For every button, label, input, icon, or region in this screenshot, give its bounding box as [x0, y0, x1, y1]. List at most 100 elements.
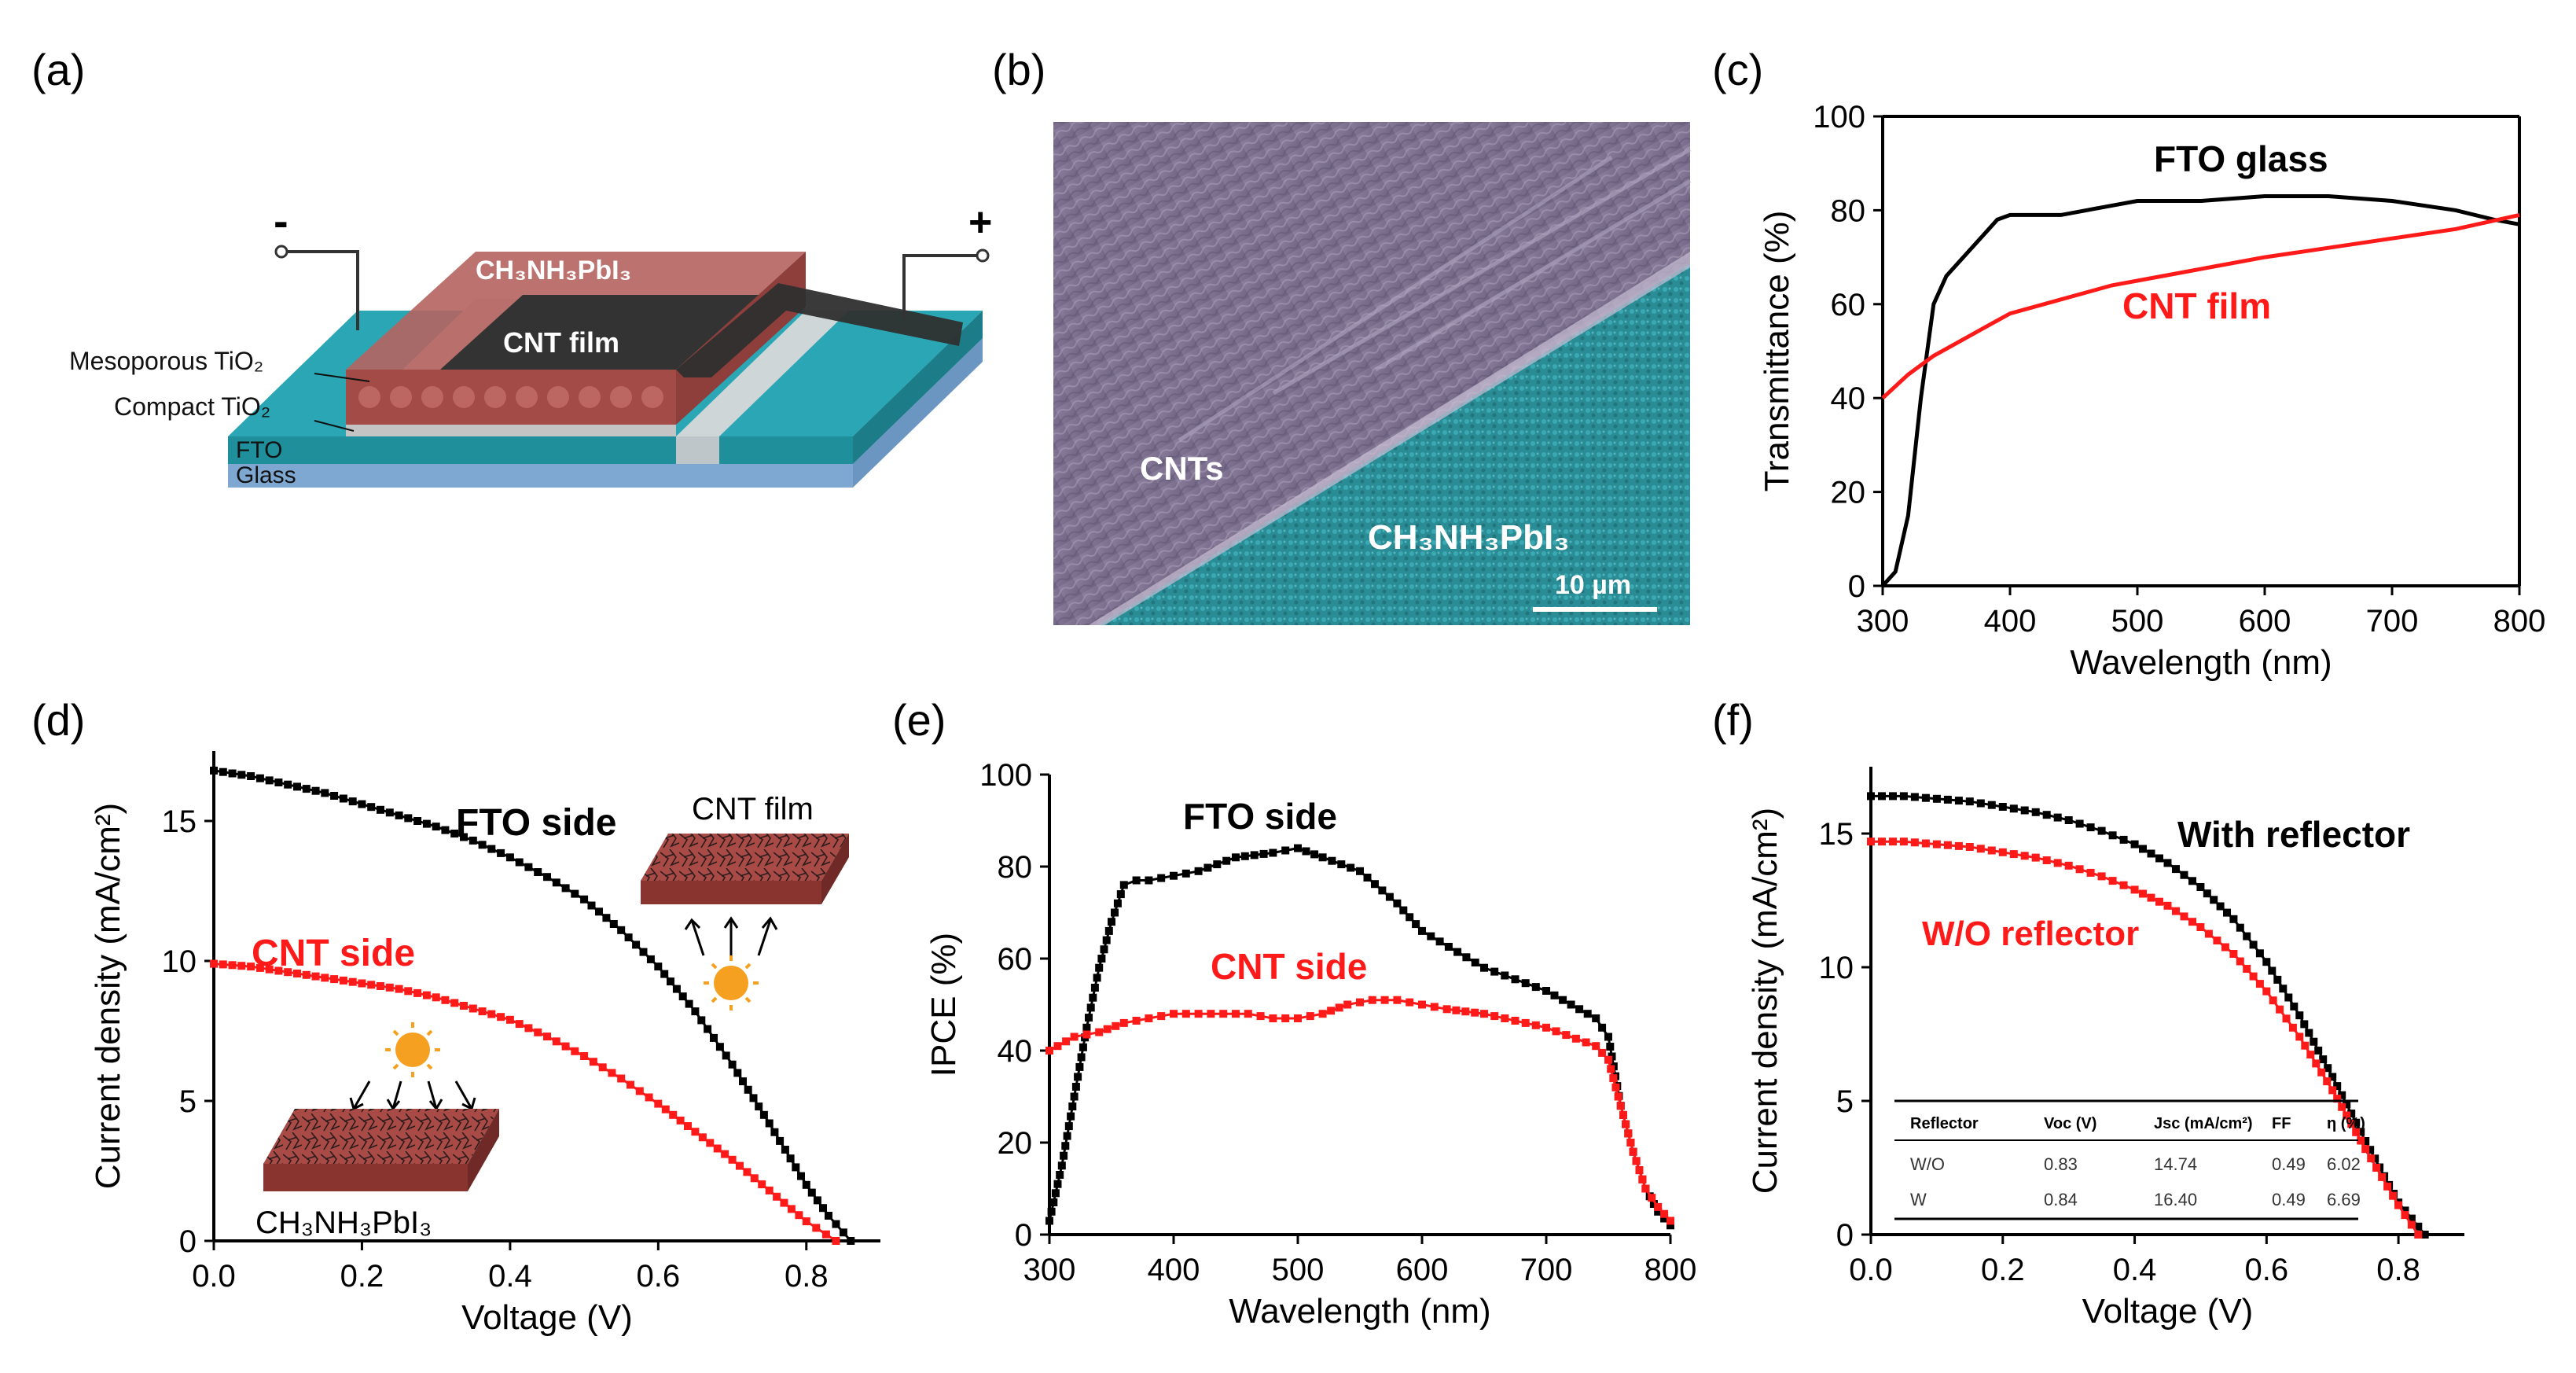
y-tick-label: 15 — [1819, 817, 1854, 852]
table-header: FF — [2272, 1115, 2291, 1132]
data-point — [2249, 972, 2258, 981]
data-point — [1318, 853, 1327, 862]
table-cell: 0.84 — [2044, 1190, 2078, 1209]
chart-ipce: 300 400 500 600 700 800 0 20 40 60 80 100 Wavelength… — [924, 758, 1696, 1331]
data-point — [698, 1133, 707, 1142]
data-point — [1232, 853, 1240, 862]
data-point — [2053, 859, 2062, 867]
data-point — [2394, 1201, 2403, 1209]
data-point — [2020, 806, 2029, 815]
data-point — [1335, 1003, 1343, 1012]
data-point — [395, 985, 403, 993]
data-point — [2042, 811, 2051, 819]
data-point — [1418, 1000, 1426, 1009]
data-point — [1490, 1012, 1499, 1021]
data-point — [1453, 948, 1462, 956]
data-point — [1406, 913, 1414, 922]
jv-parameter-table: Reflector Voc (V) Jsc (mA/cm²) FF η (%) W/O 0.… — [1894, 1099, 2365, 1220]
data-point — [210, 766, 218, 775]
data-point — [1119, 881, 1128, 889]
data-point — [1635, 1166, 1644, 1175]
data-point — [1343, 1000, 1352, 1009]
data-point — [807, 1188, 816, 1197]
data-point — [676, 1116, 685, 1125]
data-point — [1250, 851, 1259, 860]
data-point — [2361, 1145, 2370, 1154]
data-point — [1666, 1217, 1674, 1225]
data-point — [2333, 1082, 2342, 1091]
legend-label: CNT film — [2122, 285, 2271, 326]
data-point — [2172, 907, 2180, 915]
data-point — [2216, 902, 2225, 911]
data-point — [598, 1063, 607, 1072]
data-point — [265, 965, 274, 974]
data-point — [1045, 1217, 1053, 1225]
data-point — [781, 1146, 789, 1154]
data-point — [2361, 1137, 2370, 1145]
data-point — [302, 785, 311, 793]
table-cell: 0.83 — [2044, 1154, 2078, 1174]
data-point — [2407, 1214, 2416, 1223]
data-point — [1269, 1014, 1277, 1022]
data-point — [755, 1102, 763, 1111]
x-tick-label: 0.8 — [785, 1259, 829, 1294]
data-point — [1068, 1102, 1077, 1110]
data-point — [1943, 795, 1952, 804]
data-point — [1571, 1034, 1580, 1043]
series-markers — [1045, 844, 1674, 1230]
x-tick-label: 500 — [1272, 1253, 1325, 1287]
data-point — [2213, 937, 2221, 944]
data-point — [237, 771, 246, 779]
data-point — [1418, 926, 1426, 935]
data-point — [1943, 841, 1952, 849]
panel-label-d: (d) — [31, 695, 85, 745]
data-point — [255, 963, 264, 972]
data-point — [1132, 876, 1141, 885]
data-point — [1899, 837, 1908, 846]
cnts-label: CNTs — [1140, 450, 1224, 487]
data-point — [2300, 1020, 2309, 1029]
data-point — [505, 1015, 514, 1024]
data-point — [2414, 1231, 2423, 1239]
fto-label: FTO — [236, 437, 282, 463]
series-line — [1881, 212, 2520, 400]
data-point — [1998, 803, 2007, 811]
data-point — [1053, 1180, 1062, 1188]
data-point — [1207, 1010, 1215, 1018]
data-point — [1071, 1083, 1080, 1091]
data-point — [787, 1205, 796, 1213]
data-point — [2188, 877, 2196, 885]
data-point — [311, 972, 320, 981]
panel-label-a: (a) — [31, 45, 85, 94]
data-point — [1112, 1021, 1120, 1030]
data-point — [1145, 1014, 1153, 1022]
data-point — [2009, 804, 2018, 813]
data-point — [1356, 867, 1364, 875]
table-cell: W/O — [1910, 1154, 1945, 1174]
data-point — [654, 1099, 663, 1108]
data-point — [728, 1155, 737, 1164]
cnt-film-inset: CNT film — [641, 792, 849, 1010]
data-point — [330, 792, 339, 800]
data-point — [1542, 987, 1550, 995]
plus-sign: + — [968, 200, 992, 245]
data-point — [1932, 794, 1941, 803]
data-point — [210, 959, 218, 968]
data-point — [367, 981, 376, 989]
data-point — [2295, 1011, 2304, 1020]
data-point — [1380, 996, 1389, 1004]
data-point — [733, 1069, 742, 1077]
data-point — [1490, 967, 1499, 976]
panel-label-f: (f) — [1712, 695, 1754, 745]
data-point — [1306, 1012, 1314, 1021]
data-point — [1582, 1038, 1590, 1047]
data-point — [1074, 1073, 1082, 1081]
data-point — [432, 823, 440, 831]
data-point — [773, 1192, 781, 1201]
data-point — [646, 955, 655, 963]
data-point — [1170, 1010, 1178, 1018]
data-point — [812, 1224, 821, 1232]
data-point — [358, 800, 366, 808]
legend-label: FTO side — [456, 802, 617, 844]
